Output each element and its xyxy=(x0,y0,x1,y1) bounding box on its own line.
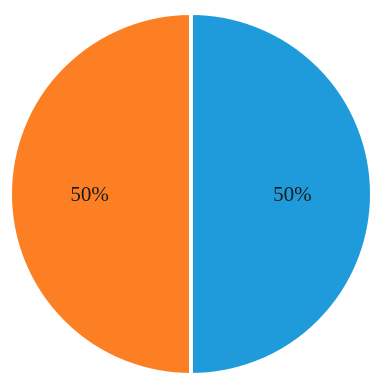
pie-labels: 50% 50% xyxy=(70,182,311,206)
pie-slice-label-2: 50% xyxy=(70,182,109,206)
pie-slice-2 xyxy=(8,11,193,376)
pie-slices xyxy=(8,11,371,376)
pie-slice-label-1: 50% xyxy=(273,182,312,206)
pie-slice-1 xyxy=(189,11,371,376)
